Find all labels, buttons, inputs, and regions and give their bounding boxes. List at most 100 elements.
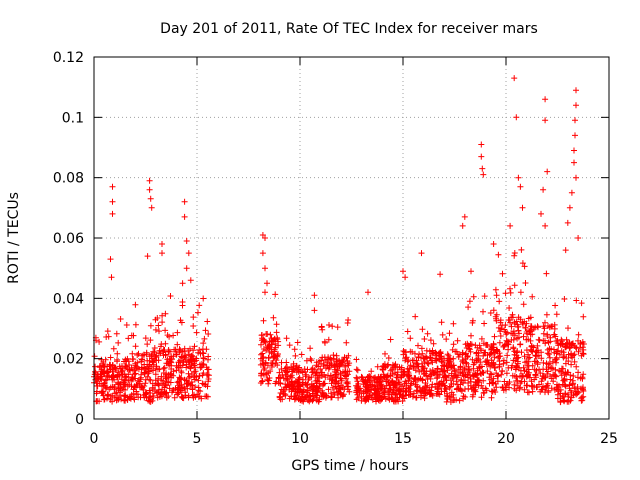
- data-point: [334, 324, 341, 331]
- data-point: [446, 358, 453, 365]
- data-point: [133, 388, 140, 395]
- data-point: [274, 352, 281, 359]
- data-point: [418, 250, 425, 257]
- data-point: [113, 330, 120, 337]
- data-point: [129, 356, 136, 363]
- data-point: [447, 383, 454, 390]
- data-point: [289, 374, 295, 381]
- data-point: [139, 384, 145, 391]
- data-point: [303, 371, 310, 378]
- data-point: [519, 319, 526, 326]
- data-point: [575, 369, 582, 376]
- data-point: [307, 355, 314, 362]
- data-point: [571, 358, 578, 365]
- data-point: [521, 386, 528, 393]
- data-point: [144, 363, 151, 370]
- data-point: [453, 396, 460, 403]
- data-point: [115, 339, 122, 346]
- data-point: [547, 334, 554, 341]
- data-point: [106, 374, 113, 381]
- data-point: [284, 376, 291, 383]
- data-point: [469, 319, 476, 326]
- data-point: [465, 304, 472, 311]
- data-point: [165, 348, 172, 355]
- data-point: [153, 390, 160, 396]
- data-point: [288, 388, 295, 395]
- data-point: [202, 393, 209, 400]
- data-point: [257, 380, 264, 386]
- data-point: [493, 384, 500, 391]
- data-point: [259, 350, 266, 357]
- data-point: [331, 379, 338, 386]
- data-point: [493, 370, 500, 377]
- data-point: [545, 368, 551, 375]
- data-point: [345, 317, 352, 323]
- data-point: [162, 352, 169, 359]
- data-point: [543, 311, 550, 318]
- data-point: [118, 396, 125, 403]
- data-point: [115, 380, 122, 387]
- data-point: [152, 326, 159, 333]
- data-point: [272, 291, 279, 298]
- data-point: [468, 268, 474, 275]
- data-point: [122, 393, 129, 400]
- data-point: [508, 330, 515, 337]
- data-point: [409, 357, 416, 364]
- data-point: [389, 366, 396, 373]
- data-point: [198, 360, 205, 367]
- data-point: [511, 381, 518, 388]
- data-point: [522, 280, 529, 286]
- data-point: [571, 147, 577, 154]
- y-tick-label: 0: [75, 412, 84, 428]
- data-point: [160, 347, 167, 354]
- data-point: [102, 377, 109, 384]
- data-point: [273, 321, 280, 328]
- data-point: [447, 377, 454, 384]
- data-point: [375, 386, 382, 393]
- data-point: [504, 352, 511, 359]
- data-point: [461, 213, 468, 220]
- data-point: [311, 393, 318, 400]
- data-point: [540, 366, 547, 373]
- data-point: [434, 365, 441, 372]
- data-point: [535, 324, 541, 331]
- data-point: [265, 369, 272, 376]
- data-point: [205, 356, 211, 363]
- data-point: [151, 345, 158, 351]
- data-point: [450, 381, 457, 387]
- data-point: [440, 380, 447, 387]
- data-point: [468, 332, 474, 339]
- data-point: [548, 385, 555, 392]
- data-point: [109, 368, 116, 375]
- data-point: [97, 373, 104, 380]
- data-point: [382, 350, 388, 357]
- data-point: [450, 341, 457, 348]
- data-point: [540, 330, 547, 337]
- data-point: [176, 346, 183, 353]
- data-point: [402, 388, 409, 395]
- data-point: [179, 280, 186, 287]
- data-point: [277, 396, 284, 403]
- data-point: [521, 378, 528, 385]
- data-point: [566, 345, 573, 352]
- data-point: [575, 235, 582, 241]
- data-point: [455, 366, 462, 373]
- data-point: [284, 368, 291, 375]
- data-point: [395, 379, 402, 386]
- data-point: [117, 365, 124, 372]
- data-point: [469, 393, 476, 400]
- data-point: [204, 383, 211, 390]
- data-point: [546, 351, 552, 358]
- data-point: [320, 361, 327, 368]
- data-point: [148, 204, 155, 211]
- data-point: [262, 339, 269, 346]
- data-point: [101, 396, 108, 403]
- data-point: [477, 359, 484, 366]
- data-point: [291, 396, 298, 403]
- data-point: [464, 353, 471, 359]
- data-point: [565, 325, 571, 332]
- data-point: [364, 381, 371, 388]
- data-point: [275, 351, 281, 357]
- data-point: [380, 371, 387, 378]
- data-point: [467, 382, 474, 389]
